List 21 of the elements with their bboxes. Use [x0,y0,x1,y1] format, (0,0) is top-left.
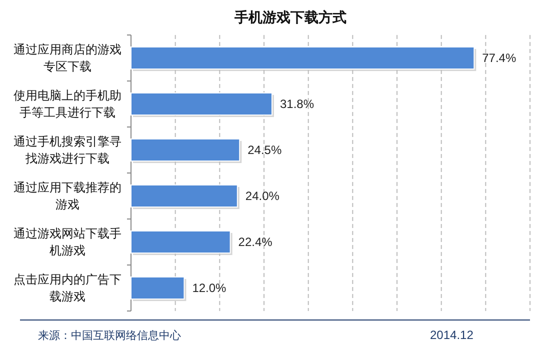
data-label: 24.5% [248,143,282,157]
text: 2014.12 [430,328,474,342]
y-tick-label: 使用电脑上的手机助手等工具进行下载 [14,88,122,120]
y-tick-label: 点击应用内的广告下载游戏 [14,272,122,304]
bar [130,92,272,116]
chart-title: 手机游戏下载方式 [234,9,346,25]
data-label: 77.4% [482,51,516,65]
bar [130,46,475,70]
y-tick-label: 通过手机搜索引擎寻找游戏进行下载 [14,134,122,166]
data-label: 12.0% [192,281,227,295]
data-label: 22.4% [238,235,273,249]
data-label: 24.0% [245,189,280,203]
bar [130,138,240,162]
bar [130,184,238,208]
source-note: 来源：中国互联网络信息中心 [38,329,181,342]
data-label: 31.8% [280,97,314,111]
bar [130,276,185,300]
bar [130,230,231,254]
y-tick-label: 通过游戏网站下载手机游戏 [14,226,122,258]
y-tick-label: 通过应用商店的游戏专区下载 [14,42,122,74]
y-tick-label: 通过应用下载推荐的游戏 [14,180,122,212]
